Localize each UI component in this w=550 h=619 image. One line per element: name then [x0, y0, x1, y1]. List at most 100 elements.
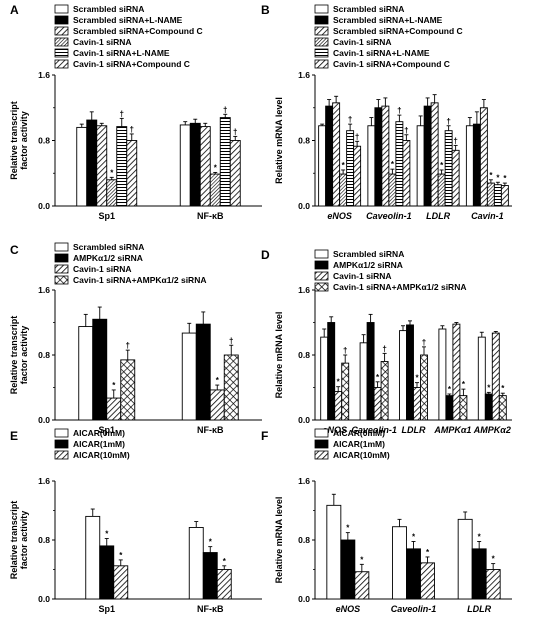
y-tick-label-a: 0.8 — [38, 136, 50, 146]
legend-label-c-scrambled-sirna: Scrambled siRNA — [73, 242, 144, 252]
legend-swatch-b-cavin-1-sirna — [314, 37, 329, 47]
legend-swatch-a-cavin-1-sirna — [54, 37, 69, 47]
bar-e-sp1-aicar-0mm — [85, 515, 101, 600]
x-tick-label-b-cavin-1: Cavin-1 — [471, 211, 504, 221]
significance-mark-b: * — [342, 161, 346, 170]
legend-swatch-e-aicar-0mm — [54, 428, 69, 438]
significance-mark-b: * — [496, 173, 500, 182]
bar-b-cavin-1-cavin-1-sirna-compound-c — [500, 185, 509, 207]
x-tick-label-e-nf-b: NF-κB — [197, 604, 224, 614]
bar-d-ampk-2-ampk-1-2-sirna — [484, 393, 493, 421]
x-tick-label-b-enos: eNOS — [327, 211, 352, 221]
y-axis-label-c: Relative transcriptfactor activity — [9, 316, 29, 395]
bar-a-nf-b-cavin-1-sirna — [209, 173, 221, 207]
significance-mark-b: * — [391, 160, 395, 169]
y-tick-label-b: 1.6 — [298, 70, 310, 80]
legend-label-d-ampk-1-2-sirna: AMPKα1/2 siRNA — [333, 260, 403, 270]
significance-mark-b: † — [453, 136, 457, 145]
legend-label-c-ampk-1-2-sirna: AMPKα1/2 siRNA — [73, 253, 143, 263]
bar-e-nf-b-aicar-1mm — [202, 552, 218, 600]
legend-e: AICAR(0mM)AICAR(1mM)AICAR(10mM) — [54, 428, 130, 460]
significance-mark-f: * — [412, 532, 416, 541]
bar-a-sp1-cavin-1-sirna — [106, 179, 118, 207]
y-tick-label-c: 0.8 — [38, 350, 50, 360]
bar-e-nf-b-aicar-0mm — [188, 527, 204, 600]
legend-swatch-c-cavin-1-sirna-ampk-1-2-sirna — [54, 275, 69, 285]
significance-mark-b: † — [397, 106, 401, 115]
panel-letter-d: D — [261, 248, 270, 262]
bar-group-b-cavin-1: * * * — [465, 99, 509, 207]
bar-a-nf-b-cavin-1-sirna-l-name — [219, 117, 231, 207]
significance-mark-a: * — [214, 163, 218, 172]
legend-swatch-b-scrambled-sirna-l-name — [314, 15, 329, 25]
legend-swatch-d-cavin-1-sirna-ampk-1-2-sirna — [314, 282, 329, 292]
legend-swatch-a-scrambled-sirna-l-name — [54, 15, 69, 25]
y-axis-label-line-f: Relative mRNA level — [274, 497, 284, 584]
legend-swatch-a-cavin-1-sirna-compound-c — [54, 59, 69, 69]
bar-b-caveolin-1-scrambled-sirna-compound-c — [381, 105, 390, 207]
bar-b-cavin-1-cavin-1-sirna-l-name — [493, 184, 502, 207]
legend-swatch-d-scrambled-sirna — [314, 249, 329, 259]
bar-c-sp1-scrambled-sirna — [78, 326, 94, 421]
y-axis-label-line-e: Relative transcript — [9, 501, 19, 580]
significance-mark-d: † — [382, 344, 386, 353]
panel-letter-e: E — [10, 429, 18, 443]
bar-a-sp1-cavin-1-sirna-l-name — [116, 126, 128, 207]
bar-b-ldlr-cavin-1-sirna-compound-c — [451, 149, 460, 207]
y-axis-label-line-b: Relative mRNA level — [274, 97, 284, 184]
legend-label-b-scrambled-sirna-compound-c: Scrambled siRNA+Compound C — [333, 26, 463, 36]
significance-mark-b: † — [355, 132, 359, 141]
bar-group-d-enos: *† — [320, 316, 350, 421]
significance-mark-f: * — [360, 555, 364, 564]
significance-mark-a: † — [233, 127, 237, 136]
significance-mark-d: * — [487, 383, 491, 392]
bar-group-d-ampk-2: * * — [477, 330, 507, 421]
x-tick-label-b-ldlr: LDLR — [426, 211, 450, 221]
bar-c-nf-b-ampk-1-2-sirna — [195, 323, 211, 421]
bar-group-d-caveolin-1: *† — [359, 313, 389, 421]
bar-f-ldlr-aicar-10mm — [485, 569, 501, 600]
legend-label-e-aicar-0mm: AICAR(0mM) — [73, 428, 125, 438]
bar-d-ldlr-scrambled-sirna — [399, 330, 407, 421]
y-axis-label-d: Relative mRNA level — [274, 312, 284, 399]
bar-b-enos-cavin-1-sirna — [339, 173, 348, 207]
bar-b-ldlr-cavin-1-sirna-l-name — [444, 130, 453, 207]
legend-label-a-scrambled-sirna: Scrambled siRNA — [73, 4, 144, 14]
y-tick-label-c: 1.6 — [38, 285, 50, 295]
legend-swatch-d-cavin-1-sirna — [314, 271, 329, 281]
y-axis-label-line-c: factor activity — [19, 326, 29, 385]
y-axis-label-a: Relative transcriptfactor activity — [9, 101, 29, 180]
legend-label-f-aicar-1mm: AICAR(1mM) — [333, 439, 385, 449]
x-tick-label-d-enos: eNOS — [322, 425, 347, 435]
legend-label-a-cavin-1-sirna-compound-c: Cavin-1 siRNA+Compound C — [73, 59, 190, 69]
significance-mark-e: * — [105, 530, 109, 539]
bar-e-sp1-aicar-1mm — [99, 545, 115, 600]
legend-label-f-aicar-0mm: AICAR(0mM) — [333, 428, 385, 438]
legend-f: AICAR(0mM)AICAR(1mM)AICAR(10mM) — [314, 428, 390, 460]
legend-swatch-c-ampk-1-2-sirna — [54, 253, 69, 263]
bar-group-d-ldlr: *† — [399, 320, 428, 421]
legend-swatch-a-scrambled-sirna-compound-c — [54, 26, 69, 36]
legend-label-c-cavin-1-sirna-ampk-1-2-sirna: Cavin-1 siRNA+AMPKα1/2 siRNA — [73, 275, 206, 285]
legend-label-b-scrambled-sirna: Scrambled siRNA — [333, 4, 404, 14]
panel-letter-c: C — [10, 243, 19, 257]
bar-b-caveolin-1-cavin-1-sirna-compound-c — [402, 140, 411, 207]
bar-b-caveolin-1-cavin-1-sirna-l-name — [395, 121, 404, 207]
bar-d-ampk-1-cavin-1-sirna — [452, 323, 461, 421]
bar-group-d-ampk-1: ** — [438, 322, 468, 421]
bar-b-ldlr-scrambled-sirna-compound-c — [430, 102, 439, 207]
bar-a-sp1-scrambled-sirna — [76, 126, 88, 207]
bar-d-enos-scrambled-sirna — [320, 336, 329, 421]
bar-d-enos-ampk-1-2-sirna — [327, 322, 336, 421]
bar-b-enos-scrambled-sirna-compound-c — [332, 102, 341, 207]
y-tick-label-d: 0.0 — [298, 415, 310, 425]
bar-b-ldlr-scrambled-sirna — [416, 125, 425, 207]
y-tick-label-d: 0.8 — [298, 350, 310, 360]
bar-b-cavin-1-cavin-1-sirna — [486, 182, 495, 207]
bar-a-sp1-cavin-1-sirna-compound-c — [126, 140, 138, 207]
bar-d-ampk-1-scrambled-sirna — [438, 328, 447, 421]
significance-mark-c: † — [229, 336, 233, 345]
bar-e-nf-b-aicar-10mm — [216, 569, 232, 600]
